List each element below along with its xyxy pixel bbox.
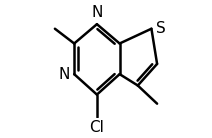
Text: S: S — [156, 21, 166, 36]
Text: Cl: Cl — [89, 120, 104, 135]
Text: N: N — [58, 67, 70, 82]
Text: N: N — [91, 5, 103, 20]
